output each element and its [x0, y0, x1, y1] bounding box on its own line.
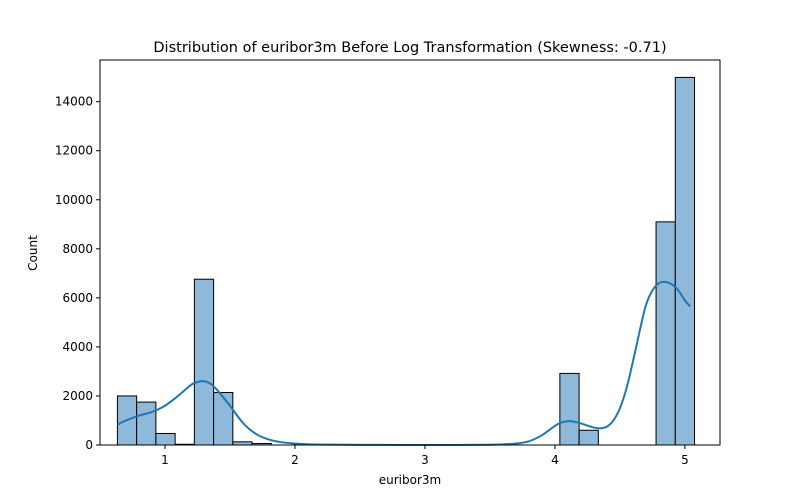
histogram-bar	[136, 401, 157, 446]
y-tick-label: 4000	[62, 340, 93, 354]
histogram-bar	[213, 392, 234, 446]
histogram-bar	[155, 432, 176, 446]
histogram-bar	[559, 372, 580, 446]
histogram-bar	[655, 221, 676, 446]
y-tick-label: 12000	[55, 144, 93, 158]
x-tick-label: 3	[421, 453, 429, 467]
y-tick-label: 2000	[62, 389, 93, 403]
y-tick-label: 14000	[55, 95, 93, 109]
histogram-bars	[116, 76, 696, 446]
chart-title: Distribution of euribor3m Before Log Tra…	[153, 40, 666, 56]
x-tick-label: 4	[551, 453, 559, 467]
x-tick-label: 2	[291, 453, 299, 467]
x-axis-label: euribor3m	[379, 473, 441, 487]
plot-frame	[99, 59, 721, 446]
histogram-bar	[578, 429, 599, 446]
histogram-bar	[193, 278, 215, 446]
x-tick-label: 5	[681, 453, 689, 467]
plot-area: 0 2000 4000 6000 8000 10000 12000 14000 1 2 3 4 5	[55, 59, 721, 467]
y-tick-label: 8000	[62, 242, 93, 256]
y-axis-label: Count	[26, 235, 40, 271]
y-tick-label: 6000	[62, 291, 93, 305]
y-tick-label: 0	[85, 438, 93, 452]
x-tick-label: 1	[161, 453, 169, 467]
histogram-bar	[674, 76, 696, 446]
y-axis: 0 2000 4000 6000 8000 10000 12000 14000	[55, 95, 100, 452]
y-tick-label: 10000	[55, 193, 93, 207]
x-axis: 1 2 3 4 5	[161, 445, 689, 467]
kde-curve	[116, 280, 691, 447]
